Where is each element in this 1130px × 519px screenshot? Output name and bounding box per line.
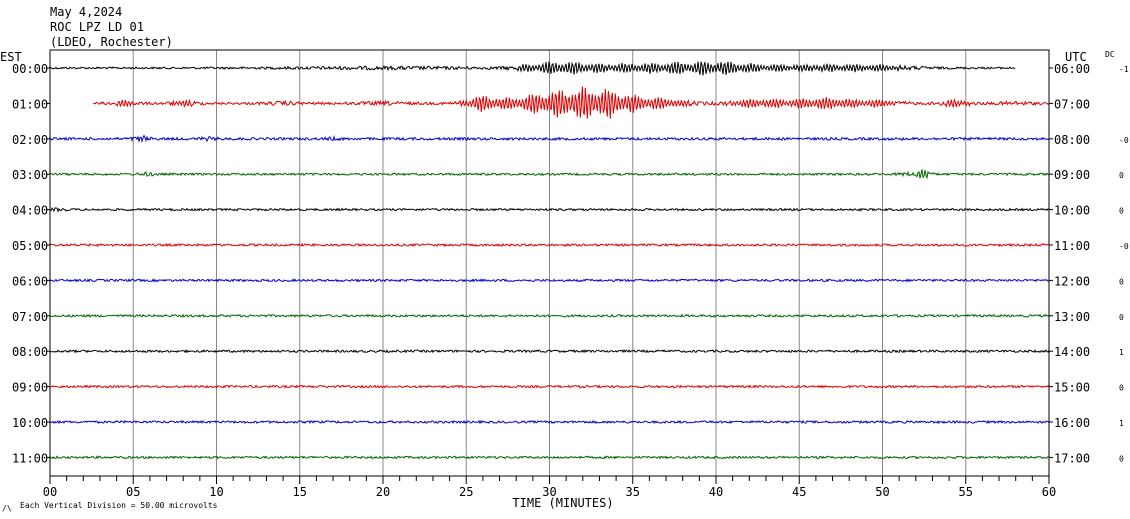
- dc-value-9: 0: [1119, 384, 1124, 393]
- est-label-0000: 00:00: [12, 62, 48, 76]
- dc-value-10: 1: [1119, 419, 1124, 428]
- trace-0600: [49, 278, 1050, 283]
- est-label-1000: 10:00: [12, 416, 48, 430]
- est-axis-label: EST: [0, 50, 22, 64]
- x-tick-label-25: 25: [459, 485, 473, 499]
- x-tick-label-50: 50: [875, 485, 889, 499]
- title-station: ROC LPZ LD 01: [50, 20, 144, 34]
- est-label-0400: 04:00: [12, 204, 48, 218]
- dc-value-8: 1: [1119, 348, 1124, 357]
- trace-group: [49, 61, 1050, 460]
- trace-0800: [49, 348, 1050, 354]
- x-axis-title: TIME (MINUTES): [512, 496, 613, 510]
- est-label-0900: 09:00: [12, 381, 48, 395]
- row-labels: 00:00 06:00 -1 01:00 07:00 02:00 08:00 -0 03:00 0…: [12, 62, 1129, 465]
- utc-label-0800: 08:00: [1054, 133, 1090, 147]
- utc-label-1600: 16:00: [1054, 416, 1090, 430]
- dc-value-7: 0: [1119, 313, 1124, 322]
- x-tick-label-30: 30: [542, 485, 556, 499]
- dc-header-label: DC: [1105, 50, 1115, 59]
- utc-label-0700: 07:00: [1054, 97, 1090, 111]
- x-tick-label-55: 55: [959, 485, 973, 499]
- x-tick-label-60: 60: [1042, 485, 1056, 499]
- est-label-0600: 06:00: [12, 274, 48, 288]
- dc-value-6: 0: [1119, 277, 1124, 286]
- x-tick-label-05: 05: [126, 485, 140, 499]
- scale-footnote: Each Vertical Division = 50.00 microvolt…: [20, 501, 218, 510]
- trace-0500: [49, 242, 1050, 248]
- x-tick-label-10: 10: [209, 485, 223, 499]
- est-label-0500: 05:00: [12, 239, 48, 253]
- title-date: May 4,2024: [50, 5, 122, 19]
- grid-lines: [49, 49, 1050, 477]
- utc-label-0600: 06:00: [1054, 62, 1090, 76]
- utc-label-1300: 13:00: [1054, 310, 1090, 324]
- utc-label-1500: 15:00: [1054, 381, 1090, 395]
- x-tick-label-35: 35: [626, 485, 640, 499]
- trace-0300: [49, 169, 1050, 180]
- utc-label-1400: 14:00: [1054, 345, 1090, 359]
- dc-value-5: -0: [1119, 242, 1129, 251]
- utc-label-1100: 11:00: [1054, 239, 1090, 253]
- title-location: (LDEO, Rochester): [50, 35, 173, 49]
- dc-value-2: -0: [1119, 136, 1129, 145]
- utc-label-1000: 10:00: [1054, 204, 1090, 218]
- utc-axis-label: UTC: [1065, 50, 1087, 64]
- dc-value-0: -1: [1119, 65, 1129, 74]
- x-tick-label-45: 45: [792, 485, 806, 499]
- dc-value-4: 0: [1119, 207, 1124, 216]
- est-label-0100: 01:00: [12, 97, 48, 111]
- utc-label-0900: 09:00: [1054, 168, 1090, 182]
- x-tick-label-40: 40: [709, 485, 723, 499]
- trace-1000: [49, 419, 1050, 425]
- x-tick-label-15: 15: [293, 485, 307, 499]
- est-label-0700: 07:00: [12, 310, 48, 324]
- x-axis: 00 05 10 15 20 25 30 35 40 45 50 55 60: [43, 476, 1056, 499]
- utc-label-1700: 17:00: [1054, 451, 1090, 465]
- x-tick-label-00: 00: [43, 485, 57, 499]
- trace-0900: [49, 384, 1050, 389]
- utc-label-1200: 12:00: [1054, 274, 1090, 288]
- trace-0000: [49, 61, 1016, 76]
- trace-0100: [93, 86, 1049, 119]
- trace-0200: [49, 134, 1050, 144]
- est-label-1100: 11:00: [12, 451, 48, 465]
- x-tick-label-20: 20: [376, 485, 390, 499]
- trace-1100: [49, 455, 1050, 460]
- est-label-0200: 02:00: [12, 133, 48, 147]
- corner-mark: /\: [2, 504, 12, 513]
- trace-0400: [49, 207, 1050, 213]
- dc-value-3: 0: [1119, 171, 1124, 180]
- est-label-0800: 08:00: [12, 345, 48, 359]
- est-label-0300: 03:00: [12, 168, 48, 182]
- dc-value-11: 0: [1119, 454, 1124, 463]
- trace-0700: [49, 313, 1050, 318]
